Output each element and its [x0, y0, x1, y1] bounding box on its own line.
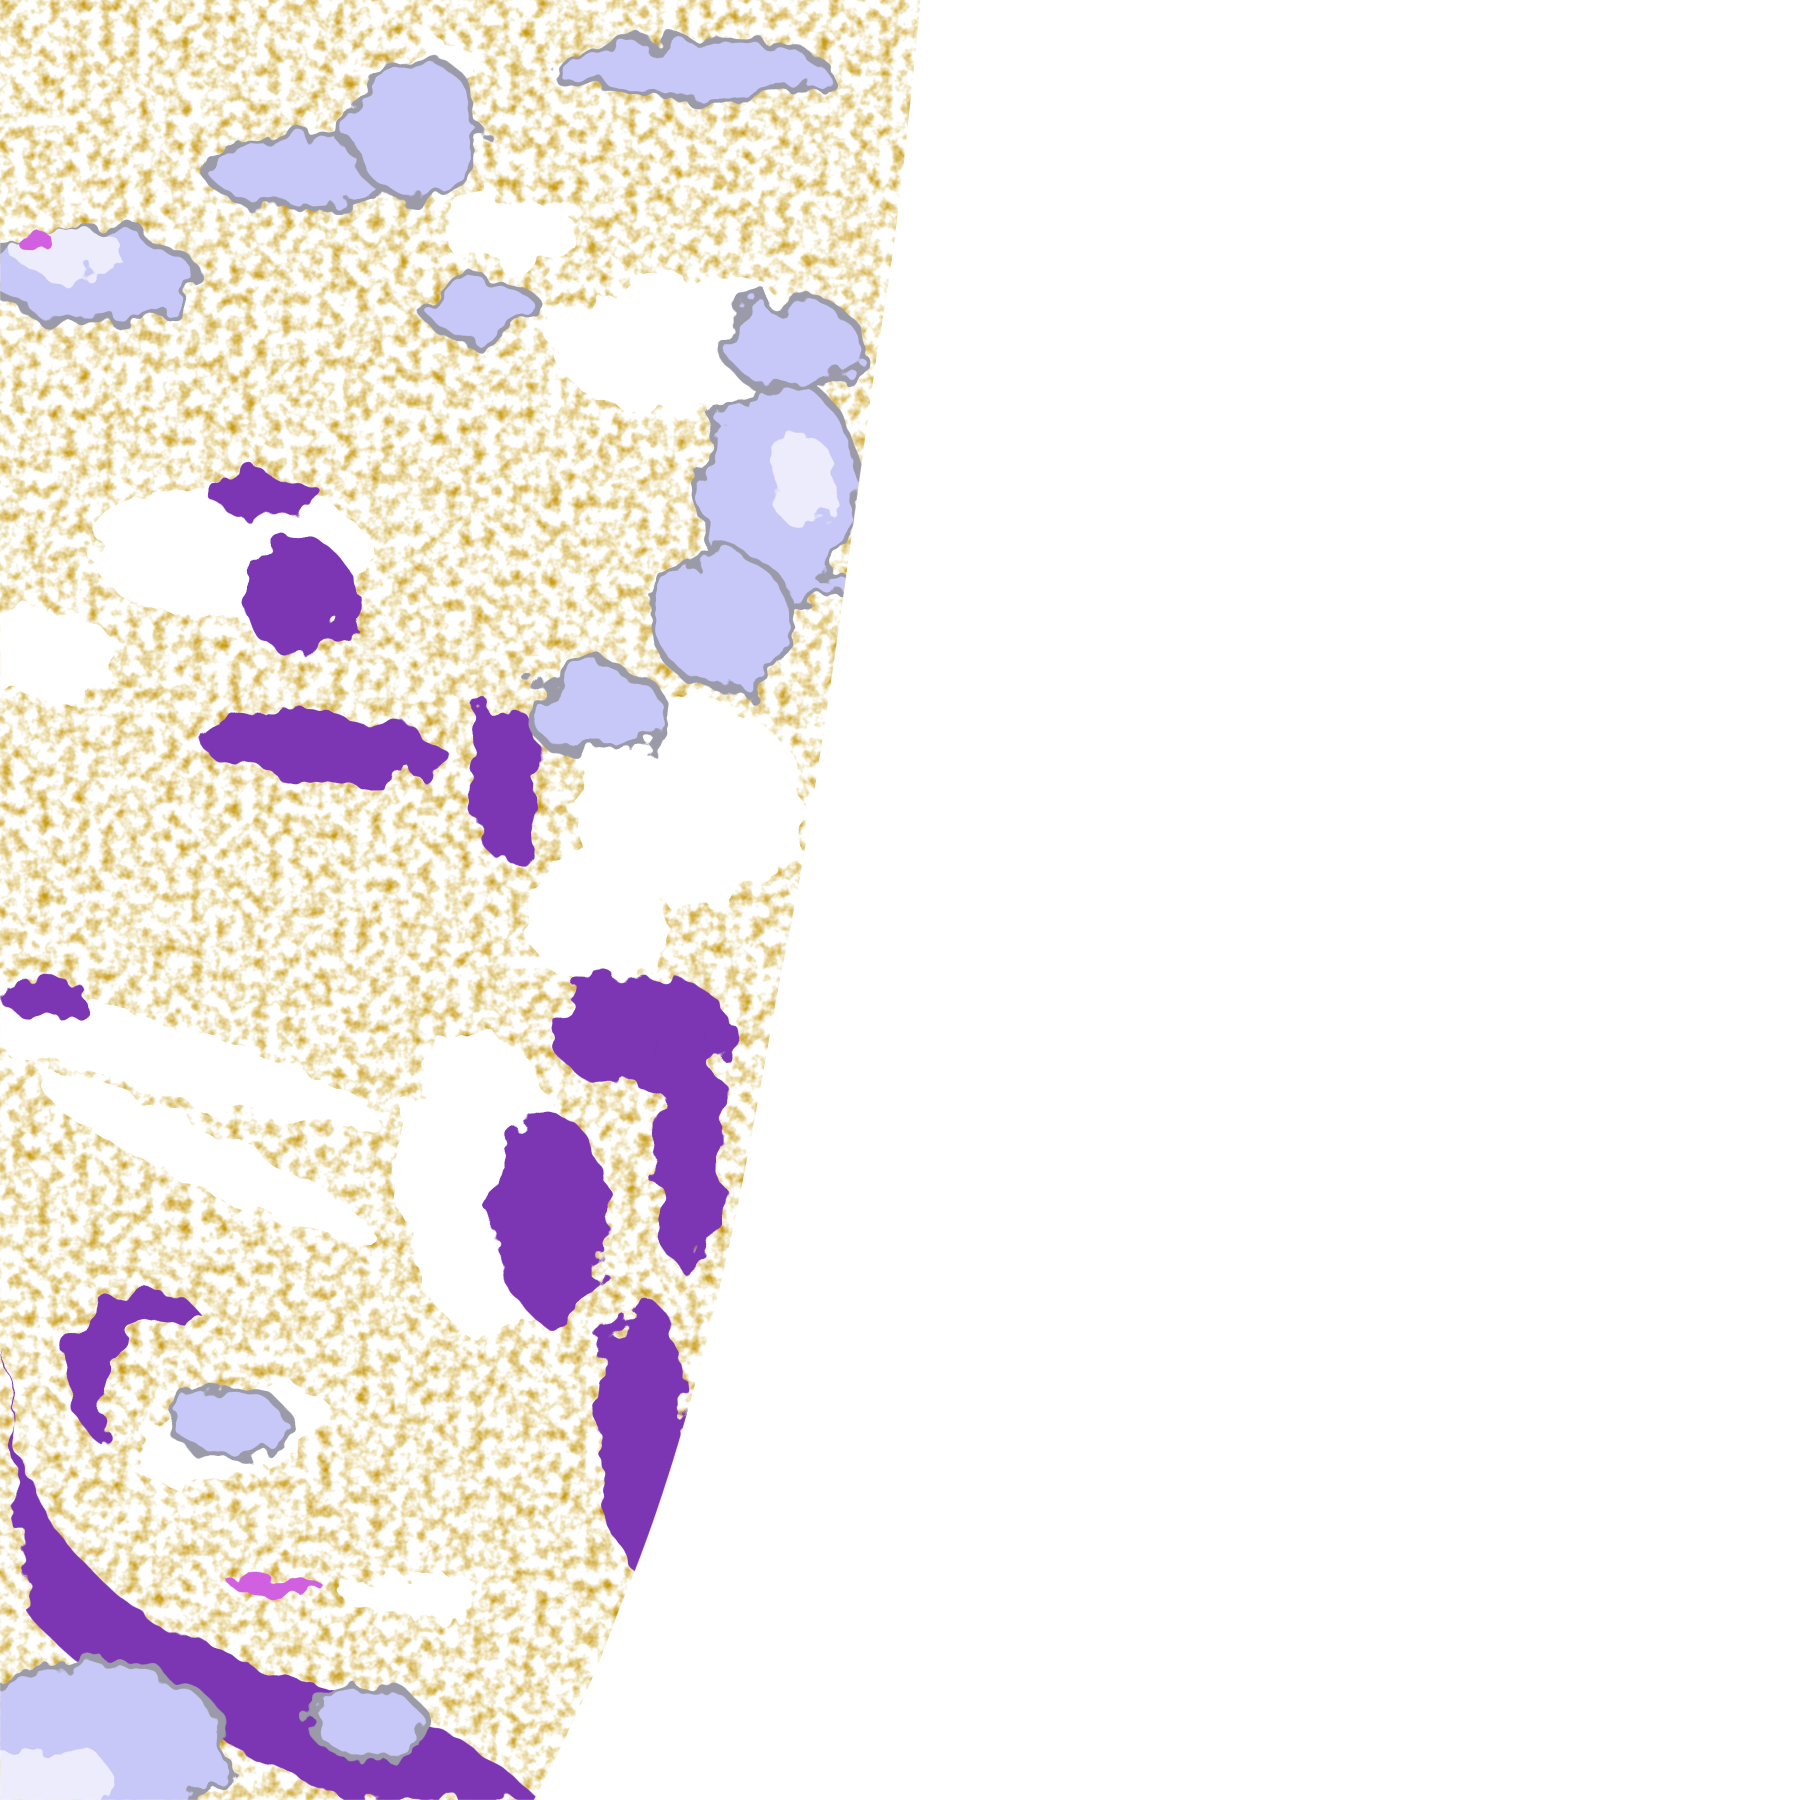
- swath-imagery: [0, 0, 921, 1800]
- high-cloud-regions: [0, 36, 865, 1800]
